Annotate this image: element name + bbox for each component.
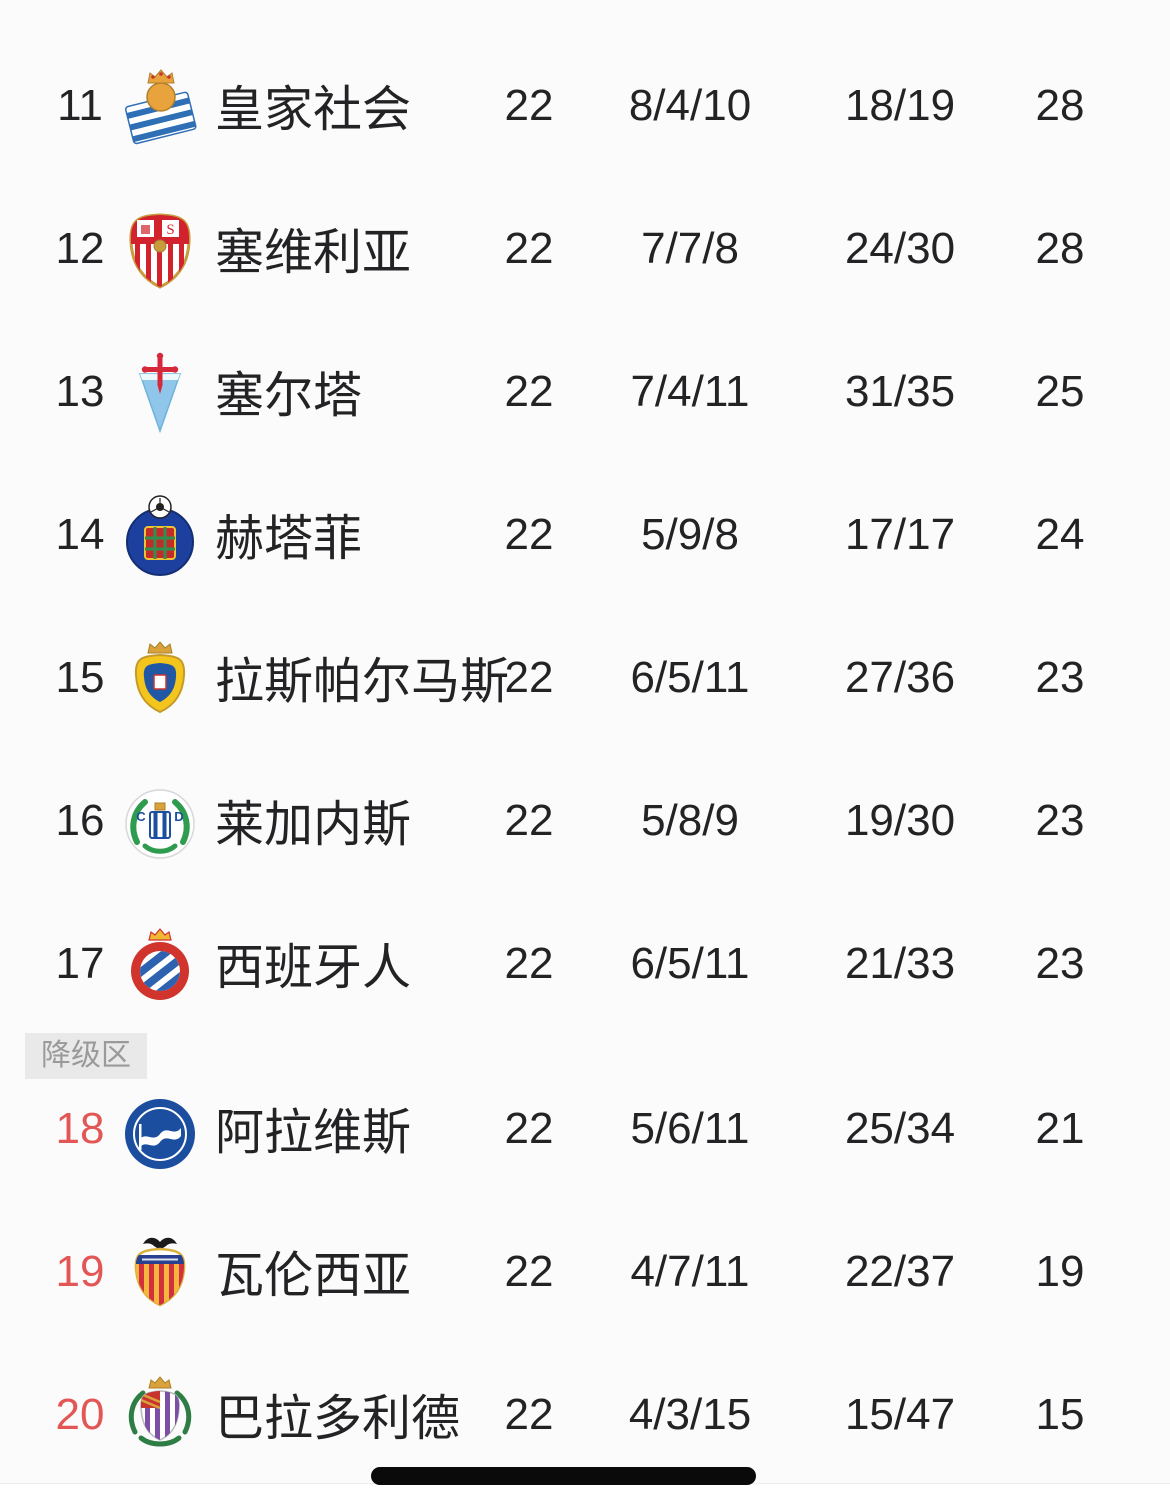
team-name: 瓦伦西亚 — [215, 1249, 412, 1303]
team-crest — [115, 1084, 205, 1174]
points-cell: 24 — [1035, 509, 1085, 559]
svg-text:C: C — [136, 809, 146, 824]
wdl-cell: 8/4/10 — [628, 80, 752, 130]
table-row[interactable]: 20 巴拉多利德 22 4/3/15 15/47 15 — [0, 1343, 1170, 1486]
team-crest: C D — [115, 776, 205, 866]
position-cell: 16 — [55, 795, 105, 845]
table-row[interactable]: 16 C D 莱加内斯 22 5/8/9 19/30 23 — [0, 749, 1170, 892]
position-cell: 14 — [55, 509, 105, 559]
goals-cell: 18/19 — [844, 80, 956, 130]
wdl-cell: 5/6/11 — [630, 1103, 750, 1153]
played-cell: 22 — [504, 509, 554, 559]
team-crest — [115, 61, 205, 151]
goals-cell: 25/34 — [844, 1103, 956, 1153]
team-name: 莱加内斯 — [215, 798, 412, 852]
team-name: 塞维利亚 — [215, 226, 412, 280]
team-name: 皇家社会 — [215, 83, 412, 137]
table-row[interactable]: 14 赫塔菲 22 5/9/8 17/17 24 — [0, 463, 1170, 606]
svg-text:S: S — [166, 222, 174, 238]
espanyol-crest-icon — [131, 927, 189, 1000]
team-name: 赫塔菲 — [215, 512, 363, 566]
played-cell: 22 — [504, 80, 554, 130]
team-name: 阿拉维斯 — [215, 1106, 412, 1160]
home-indicator[interactable] — [371, 1467, 756, 1485]
valencia-crest-icon — [134, 1237, 186, 1306]
wdl-cell: 6/5/11 — [630, 938, 750, 988]
goals-cell: 19/30 — [844, 795, 956, 845]
played-cell: 22 — [504, 1246, 554, 1296]
points-cell: 23 — [1035, 938, 1085, 988]
goals-cell: 24/30 — [844, 223, 956, 273]
table-row[interactable]: 13 塞尔塔 22 7/4/11 31/35 25 — [0, 320, 1170, 463]
team-crest — [115, 347, 205, 437]
wdl-cell: 4/7/11 — [630, 1246, 750, 1296]
played-cell: 22 — [504, 938, 554, 988]
position-cell: 18 — [55, 1103, 105, 1153]
team-crest: S — [115, 204, 205, 294]
points-cell: 23 — [1035, 652, 1085, 702]
team-crest — [115, 919, 205, 1009]
wdl-cell: 4/3/15 — [628, 1389, 752, 1439]
goals-cell: 27/36 — [844, 652, 956, 702]
wdl-cell: 7/7/8 — [641, 223, 739, 273]
goals-cell: 17/17 — [844, 509, 956, 559]
position-cell: 15 — [55, 652, 105, 702]
played-cell: 22 — [504, 652, 554, 702]
alaves-crest-icon — [125, 1098, 195, 1169]
leganes-crest-icon: C D — [125, 788, 195, 859]
team-name: 塞尔塔 — [215, 369, 363, 423]
position-cell: 13 — [55, 366, 105, 416]
goals-cell: 21/33 — [844, 938, 956, 988]
points-cell: 28 — [1035, 223, 1085, 273]
getafe-crest-icon — [126, 494, 194, 576]
svg-text:D: D — [174, 809, 183, 824]
goals-cell: 22/37 — [844, 1246, 956, 1296]
wdl-cell: 5/8/9 — [641, 795, 739, 845]
position-cell: 11 — [57, 80, 103, 130]
goals-cell: 31/35 — [844, 366, 956, 416]
goals-cell: 15/47 — [844, 1389, 956, 1439]
team-name: 拉斯帕尔马斯 — [215, 655, 510, 709]
points-cell: 21 — [1035, 1103, 1085, 1153]
played-cell: 22 — [504, 1103, 554, 1153]
relegation-label: 降级区 — [25, 1033, 147, 1079]
points-cell: 28 — [1035, 80, 1085, 130]
played-cell: 22 — [504, 366, 554, 416]
real-sociedad-crest-icon — [124, 68, 197, 144]
table-row[interactable]: 15 拉斯帕尔马斯 22 6/5/11 27/36 23 — [0, 606, 1170, 749]
team-crest — [115, 1227, 205, 1317]
points-cell: 25 — [1035, 366, 1085, 416]
points-cell: 15 — [1035, 1389, 1085, 1439]
played-cell: 22 — [504, 1389, 554, 1439]
bottom-safe-area — [0, 1483, 1170, 1509]
table-row[interactable]: 19 瓦伦西亚 22 4/7/11 22/37 19 — [0, 1200, 1170, 1343]
points-cell: 19 — [1035, 1246, 1085, 1296]
position-cell: 12 — [55, 223, 105, 273]
team-crest — [115, 1370, 205, 1460]
position-cell: 20 — [55, 1389, 105, 1439]
table-row[interactable]: 17 西班牙人 22 6/5/11 21/33 23 — [0, 892, 1170, 1035]
wdl-cell: 5/9/8 — [641, 509, 739, 559]
position-cell: 19 — [55, 1246, 105, 1296]
wdl-cell: 7/4/11 — [630, 366, 750, 416]
wdl-cell: 6/5/11 — [630, 652, 750, 702]
points-cell: 23 — [1035, 795, 1085, 845]
celta-crest-icon — [138, 352, 182, 433]
position-cell: 17 — [55, 938, 105, 988]
table-row[interactable]: 12 S 塞维利亚 22 7/7/8 24/30 28 — [0, 177, 1170, 320]
team-name: 西班牙人 — [215, 941, 412, 995]
played-cell: 22 — [504, 223, 554, 273]
table-row[interactable]: 18 阿拉维斯 22 5/6/11 25/34 21 — [0, 1057, 1170, 1200]
relegation-band: 降级区 — [0, 1033, 1170, 1079]
sevilla-crest-icon: S — [129, 212, 191, 289]
team-crest — [115, 633, 205, 723]
team-crest — [115, 490, 205, 580]
team-name: 巴拉多利德 — [215, 1392, 461, 1446]
las-palmas-crest-icon — [134, 640, 186, 713]
valladolid-crest-icon — [128, 1375, 192, 1446]
table-row[interactable]: 11 皇家社会 22 8/4/10 18/19 28 — [0, 34, 1170, 177]
played-cell: 22 — [504, 795, 554, 845]
